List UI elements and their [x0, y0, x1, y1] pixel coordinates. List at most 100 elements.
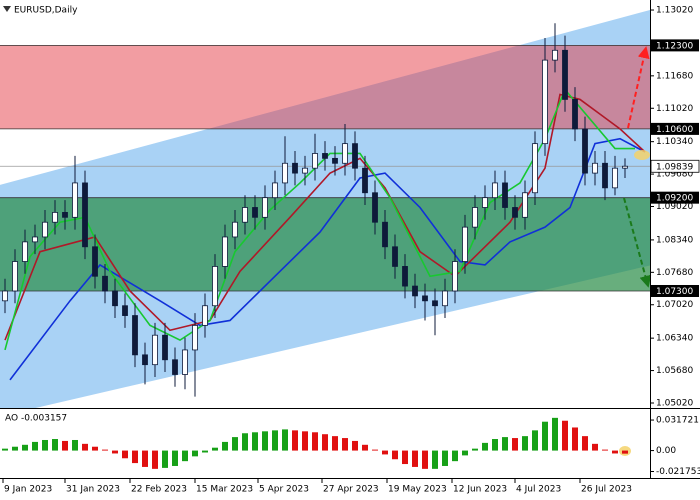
ao-bar: [352, 440, 358, 451]
candle-body: [142, 354, 148, 366]
moving-average: [4, 93, 646, 341]
ao-bar: [472, 448, 478, 451]
y-tick-label: 1.09020: [656, 202, 693, 212]
candle-body: [552, 49, 558, 61]
candle-body: [502, 182, 508, 208]
y-tick-label: 1.13020: [656, 6, 693, 16]
moving-average: [9, 137, 646, 381]
candle-body: [262, 197, 268, 218]
current-price-label: 1.09839: [656, 162, 693, 172]
ao-bar: [622, 450, 628, 454]
candle-body: [542, 59, 548, 145]
x-tick-label: 4 Jul 2023: [516, 485, 561, 495]
candle-body: [12, 261, 18, 292]
level-label-box: [651, 122, 699, 135]
x-tick-label: 12 Jun 2023: [453, 485, 507, 495]
candle-body: [62, 211, 68, 218]
level-label: 1.07300: [656, 287, 693, 297]
ao-bar: [122, 450, 128, 459]
ao-plot: [2, 417, 628, 469]
ao-bar: [482, 442, 488, 451]
ao-bar: [202, 450, 208, 453]
ao-bar: [2, 448, 8, 451]
ao-bar: [42, 439, 48, 451]
candle-body: [612, 167, 618, 189]
candle-body: [462, 226, 468, 262]
ao-bar: [112, 450, 118, 454]
ao-bar: [412, 450, 418, 467]
y-tick-label: -0.021753: [656, 467, 700, 477]
ao-bar: [192, 450, 198, 457]
candle-body: [282, 162, 288, 184]
ao-bar: [362, 444, 368, 451]
x-tick-label: 27 Apr 2023: [323, 485, 379, 495]
zone: [0, 45, 650, 129]
x-tick-label: 19 May 2023: [388, 485, 447, 495]
ao-bar: [372, 449, 378, 451]
candle-body: [322, 153, 328, 159]
candle-body: [622, 165, 628, 169]
ao-bar: [562, 420, 568, 451]
ao-bar: [32, 441, 38, 451]
y-tick-label: 1.06340: [656, 334, 693, 344]
x-tick-label: 22 Feb 2023: [131, 485, 187, 495]
ao-bar: [22, 444, 28, 451]
candle-body: [162, 334, 168, 361]
candle-body: [362, 167, 368, 194]
ao-bar: [532, 430, 538, 451]
moving-average: [4, 88, 635, 351]
ao-bar: [242, 433, 248, 451]
up-arrow: [627, 46, 650, 129]
candle-body: [222, 236, 228, 267]
candle-body: [312, 153, 318, 169]
ao-bar: [492, 439, 498, 451]
down-arrow: [623, 197, 652, 288]
y-tick-label: 1.07020: [656, 300, 693, 310]
ao-bar: [542, 421, 548, 451]
ao-bar: [302, 431, 308, 451]
ao-bar: [282, 429, 288, 451]
ao-bar: [332, 436, 338, 451]
candle-body: [302, 167, 308, 174]
y-tick-label: 1.09680: [656, 170, 693, 180]
candle-body: [532, 143, 538, 194]
candle-body: [32, 236, 38, 243]
candle-body: [442, 290, 448, 307]
candle-body: [132, 315, 138, 356]
candle-body: [102, 275, 108, 292]
ao-bar: [182, 450, 188, 462]
ao-bar: [152, 450, 158, 469]
x-tick-label: 5 Apr 2023: [259, 485, 309, 495]
candle-body: [472, 207, 478, 228]
ao-bar: [132, 450, 138, 464]
candle-body: [112, 290, 118, 307]
candle-body: [602, 162, 608, 189]
candle-body: [522, 192, 528, 218]
ao-bar: [342, 438, 348, 451]
candle-body: [82, 182, 88, 248]
y-tick-label: 1.10340: [656, 137, 693, 147]
level-label-box: [651, 39, 699, 52]
ao-bar: [142, 450, 148, 467]
ao-bar: [272, 430, 278, 451]
candle-body: [392, 246, 398, 267]
ao-bar: [12, 446, 18, 451]
ao-bar: [432, 450, 438, 469]
candle-body: [42, 221, 48, 238]
candle-body: [512, 207, 518, 218]
title-icon: [3, 6, 11, 12]
candle-body: [562, 49, 568, 100]
ao-bar: [232, 437, 238, 451]
ao-bar: [402, 450, 408, 465]
candle-body: [52, 211, 58, 223]
candle-body: [452, 261, 458, 292]
x-tick-label: 26 Jul 2023: [581, 485, 632, 495]
ao-bar: [322, 434, 328, 451]
ao-bar: [212, 447, 218, 451]
ao-bar: [102, 449, 108, 451]
candle-body: [22, 241, 28, 262]
candle-body: [352, 143, 358, 169]
candle-body: [412, 285, 418, 297]
